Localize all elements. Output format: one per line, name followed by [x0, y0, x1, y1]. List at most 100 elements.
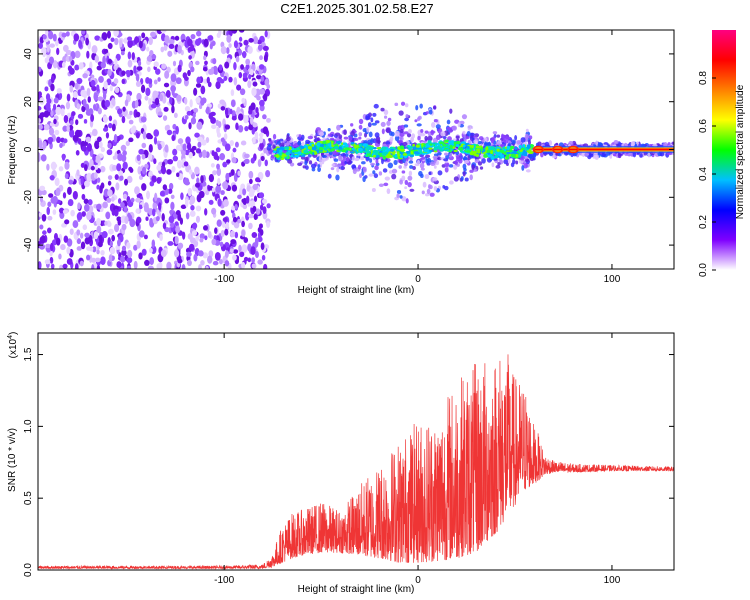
- spectrogram-noise-cell: [236, 84, 242, 91]
- spectrogram-noise-cell: [138, 230, 145, 238]
- spectrogram-signal-cell: [514, 135, 518, 141]
- spectrogram-signal-cell: [444, 162, 450, 167]
- spectrogram-noise-cell: [196, 121, 203, 130]
- spectrogram-noise-cell: [237, 113, 244, 121]
- spectrogram-noise-cell: [185, 212, 190, 220]
- spectrogram-noise-cell: [250, 157, 255, 164]
- spectrogram-noise-cell: [259, 204, 264, 211]
- spectrogram-noise-cell: [149, 181, 155, 187]
- spectrogram-noise-cell: [107, 175, 113, 180]
- spectrogram-core-cell: [376, 154, 380, 158]
- spectrogram-core-cell: [490, 150, 493, 155]
- spectrogram-noise-cell: [204, 235, 208, 241]
- spectrogram-signal-cell: [345, 156, 350, 162]
- spectrogram-signal-cell: [412, 166, 416, 171]
- spectrogram-signal-cell: [523, 162, 528, 169]
- spectrogram-noise-cell: [86, 143, 92, 152]
- spectrogram-core-cell: [322, 141, 327, 145]
- spectrogram-core-cell: [394, 156, 398, 160]
- spectrogram-noise-cell: [232, 216, 238, 223]
- spectrogram-signal-cell: [431, 121, 436, 128]
- spectrogram-core-cell: [366, 149, 370, 154]
- spectrogram-noise-cell: [171, 134, 176, 142]
- spectrogram-noise-cell: [49, 43, 55, 48]
- spectrogram-signal-cell: [409, 188, 415, 192]
- spectrogram-signal-cell: [511, 139, 516, 144]
- spectrogram-noise-cell: [140, 116, 147, 123]
- spectrogram-noise-cell: [141, 183, 147, 191]
- spectrogram-noise-cell: [89, 158, 94, 167]
- spectrogram-signal-cell: [461, 114, 468, 120]
- spectrogram-core-cell: [319, 143, 324, 148]
- spectrogram-noise-cell: [56, 136, 61, 144]
- spectrogram-signal-cell: [289, 162, 295, 167]
- spectrogram-noise-cell: [215, 81, 221, 90]
- spectrogram-signal-cell: [408, 160, 414, 164]
- spectrogram-signal-cell: [404, 103, 409, 108]
- spectrogram-noise-cell: [76, 238, 82, 245]
- spectrogram-noise-cell: [91, 257, 97, 263]
- spectrogram-signal-cell: [455, 154, 460, 160]
- spectrogram-noise-cell: [232, 249, 239, 254]
- spectrogram-noise-cell: [66, 238, 73, 247]
- spectrogram-noise-cell: [72, 91, 78, 99]
- spectrogram-core-cell: [415, 144, 420, 148]
- spectrogram-signal-cell: [378, 171, 383, 176]
- spectrogram-noise-cell: [102, 116, 108, 123]
- spectrogram-noise-cell: [258, 88, 265, 95]
- spectrogram-noise-cell: [171, 166, 176, 173]
- spectrogram-core-cell: [462, 144, 466, 148]
- spectrogram-core-cell: [444, 139, 450, 142]
- spectrogram-noise-cell: [237, 194, 242, 200]
- spectrogram-noise-cell: [114, 37, 119, 46]
- spectrogram-signal-cell: [304, 160, 308, 166]
- spectrogram-noise-cell: [62, 263, 68, 269]
- spectrogram-noise-cell: [205, 190, 210, 196]
- spectrogram-noise-cell: [156, 177, 162, 184]
- spectrogram-noise-cell: [52, 103, 57, 111]
- spectrogram-noise-cell: [64, 173, 69, 179]
- spectrogram-core-cell: [364, 154, 368, 157]
- spectrogram-signal-cell: [336, 166, 340, 173]
- snr-frame: [37, 332, 675, 571]
- snr-marks: [38, 354, 674, 570]
- spectrogram-signal-cell: [327, 173, 332, 179]
- spectrogram-noise-cell: [210, 163, 215, 168]
- spectrogram-noise-cell: [59, 142, 63, 149]
- spectrogram-core-cell: [529, 143, 534, 147]
- spectrogram-noise-cell: [200, 85, 206, 95]
- spectrogram-noise-cell: [251, 263, 257, 269]
- spectrogram-noise-cell: [123, 206, 128, 213]
- spectrogram-signal-cell: [406, 133, 412, 138]
- spectrogram-core-cell: [303, 149, 308, 154]
- spectrogram-noise-cell: [152, 208, 156, 217]
- spectrogram-core-cell: [294, 154, 300, 158]
- spectrogram-noise-cell: [220, 106, 226, 111]
- spectrogram-noise-cell: [76, 212, 83, 221]
- spectrogram-signal-cell: [340, 165, 344, 170]
- spectrogram-noise-cell: [137, 60, 142, 67]
- spectrogram-noise-cell: [65, 101, 71, 110]
- spectrogram-signal-cell: [483, 141, 488, 147]
- spectrogram-noise-cell: [235, 55, 240, 63]
- spectrogram-noise-cell: [233, 40, 239, 49]
- spectrogram-signal-cell: [372, 112, 377, 117]
- spectrogram-signal-cell: [385, 141, 391, 145]
- spectrogram-noise-cell: [107, 58, 113, 65]
- spectrogram-noise-cell: [87, 199, 93, 206]
- spectrogram-signal-cell: [279, 138, 284, 142]
- spectrogram-noise-cell: [161, 63, 167, 70]
- spectrogram-noise-cell: [78, 62, 84, 70]
- spectrogram-noise-cell: [248, 178, 253, 184]
- spectrogram-noise-cell: [157, 111, 163, 116]
- spectrogram-noise-cell: [127, 249, 133, 258]
- spectrogram-noise-cell: [222, 217, 228, 222]
- spectrogram-noise-cell: [247, 80, 252, 89]
- spectrogram-noise-cell: [46, 163, 50, 171]
- spectrogram-noise-cell: [49, 175, 55, 181]
- spectrogram-noise-cell: [148, 98, 152, 106]
- spectrogram-noise-cell: [81, 145, 87, 152]
- spectrogram-noise-cell: [129, 167, 134, 173]
- spectrogram-noise-cell: [237, 218, 242, 224]
- spectrogram-noise-cell: [186, 110, 192, 116]
